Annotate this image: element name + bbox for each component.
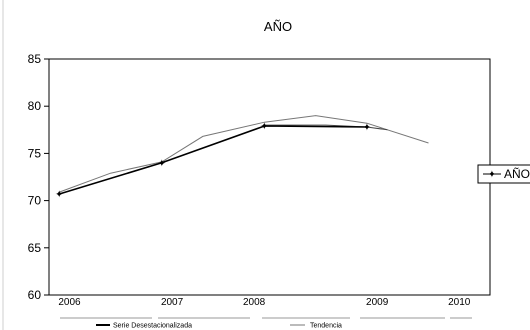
bottom-legend-label: Serie Desestacionalizada <box>113 323 192 330</box>
x-tick-label: 2006 <box>58 297 81 308</box>
legend-star-icon: ✦ <box>488 170 496 181</box>
bottom-legend-label: Tendencia <box>310 323 342 330</box>
y-tick-label: 65 <box>28 241 42 255</box>
series-layer: ✦ ✦ ✦ ✦ <box>55 115 429 200</box>
legend-box <box>477 164 530 184</box>
chart-title: AÑO <box>264 19 292 34</box>
x-tick-label: 2010 <box>448 297 471 308</box>
y-axis: 60 65 70 75 80 85 <box>28 52 49 302</box>
x-axis: 2006 2007 2008 2009 2010 <box>58 297 472 319</box>
y-tick-label: 80 <box>28 99 42 113</box>
data-point-star: ✦ <box>55 189 63 200</box>
y-tick-label: 75 <box>28 146 42 160</box>
series-line-ano <box>59 125 367 195</box>
data-point-star: ✦ <box>363 122 371 133</box>
bottom-legend: Serie Desestacionalizada Tendencia <box>96 323 342 330</box>
x-tick-label: 2009 <box>366 297 389 308</box>
y-tick-label: 60 <box>28 288 42 302</box>
data-point-star: ✦ <box>158 158 166 169</box>
series-line-trend <box>59 115 429 193</box>
data-point-star: ✦ <box>260 122 268 133</box>
legend-label: AÑO <box>504 167 530 181</box>
x-tick-label: 2008 <box>243 297 266 308</box>
y-tick-label: 85 <box>28 52 42 66</box>
legend: ✦ AÑO <box>477 164 530 184</box>
y-tick-label: 70 <box>28 194 42 208</box>
x-tick-label: 2007 <box>161 297 184 308</box>
